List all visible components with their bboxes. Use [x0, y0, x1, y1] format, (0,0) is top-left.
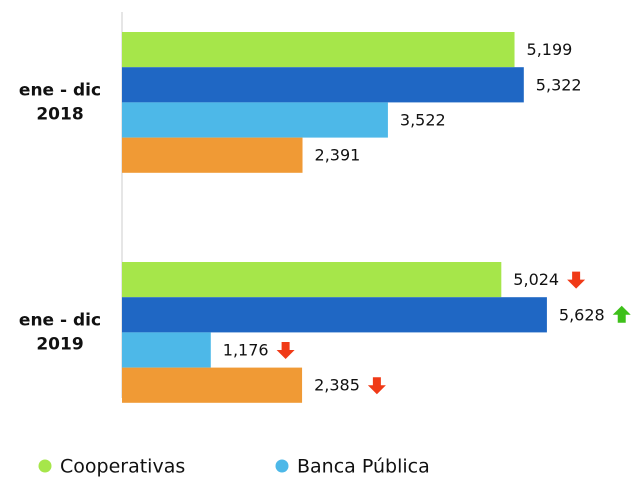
- bar: [122, 262, 502, 298]
- bar: [122, 67, 524, 103]
- value-label: 2,385: [314, 376, 360, 395]
- value-label: 1,176: [223, 341, 269, 360]
- bar: [122, 137, 303, 173]
- trend-down-arrow: [367, 377, 386, 395]
- value-label: 5,024: [513, 270, 559, 289]
- bar: [122, 367, 303, 403]
- value-label: 5,322: [536, 75, 582, 94]
- value-label: 3,522: [400, 111, 446, 130]
- legend-label: Cooperativas: [60, 456, 185, 477]
- bar: [122, 32, 515, 68]
- trend-down-arrow: [567, 271, 586, 289]
- value-label: 2,391: [315, 146, 361, 165]
- category-label: 2018: [36, 104, 83, 124]
- legend-marker: [275, 459, 289, 473]
- value-label: 5,628: [559, 305, 605, 324]
- trend-down-arrow: [276, 342, 295, 359]
- bar: [122, 332, 211, 368]
- category-label: ene - dic: [19, 310, 101, 330]
- bar: [122, 102, 388, 138]
- bar: [122, 297, 547, 333]
- category-label: 2019: [36, 334, 83, 354]
- category-label: ene - dic: [19, 80, 101, 100]
- legend-marker: [38, 459, 52, 473]
- legend-label: Banca Pública: [297, 456, 430, 477]
- value-label: 5,199: [527, 40, 573, 59]
- trend-up-arrow: [612, 305, 631, 323]
